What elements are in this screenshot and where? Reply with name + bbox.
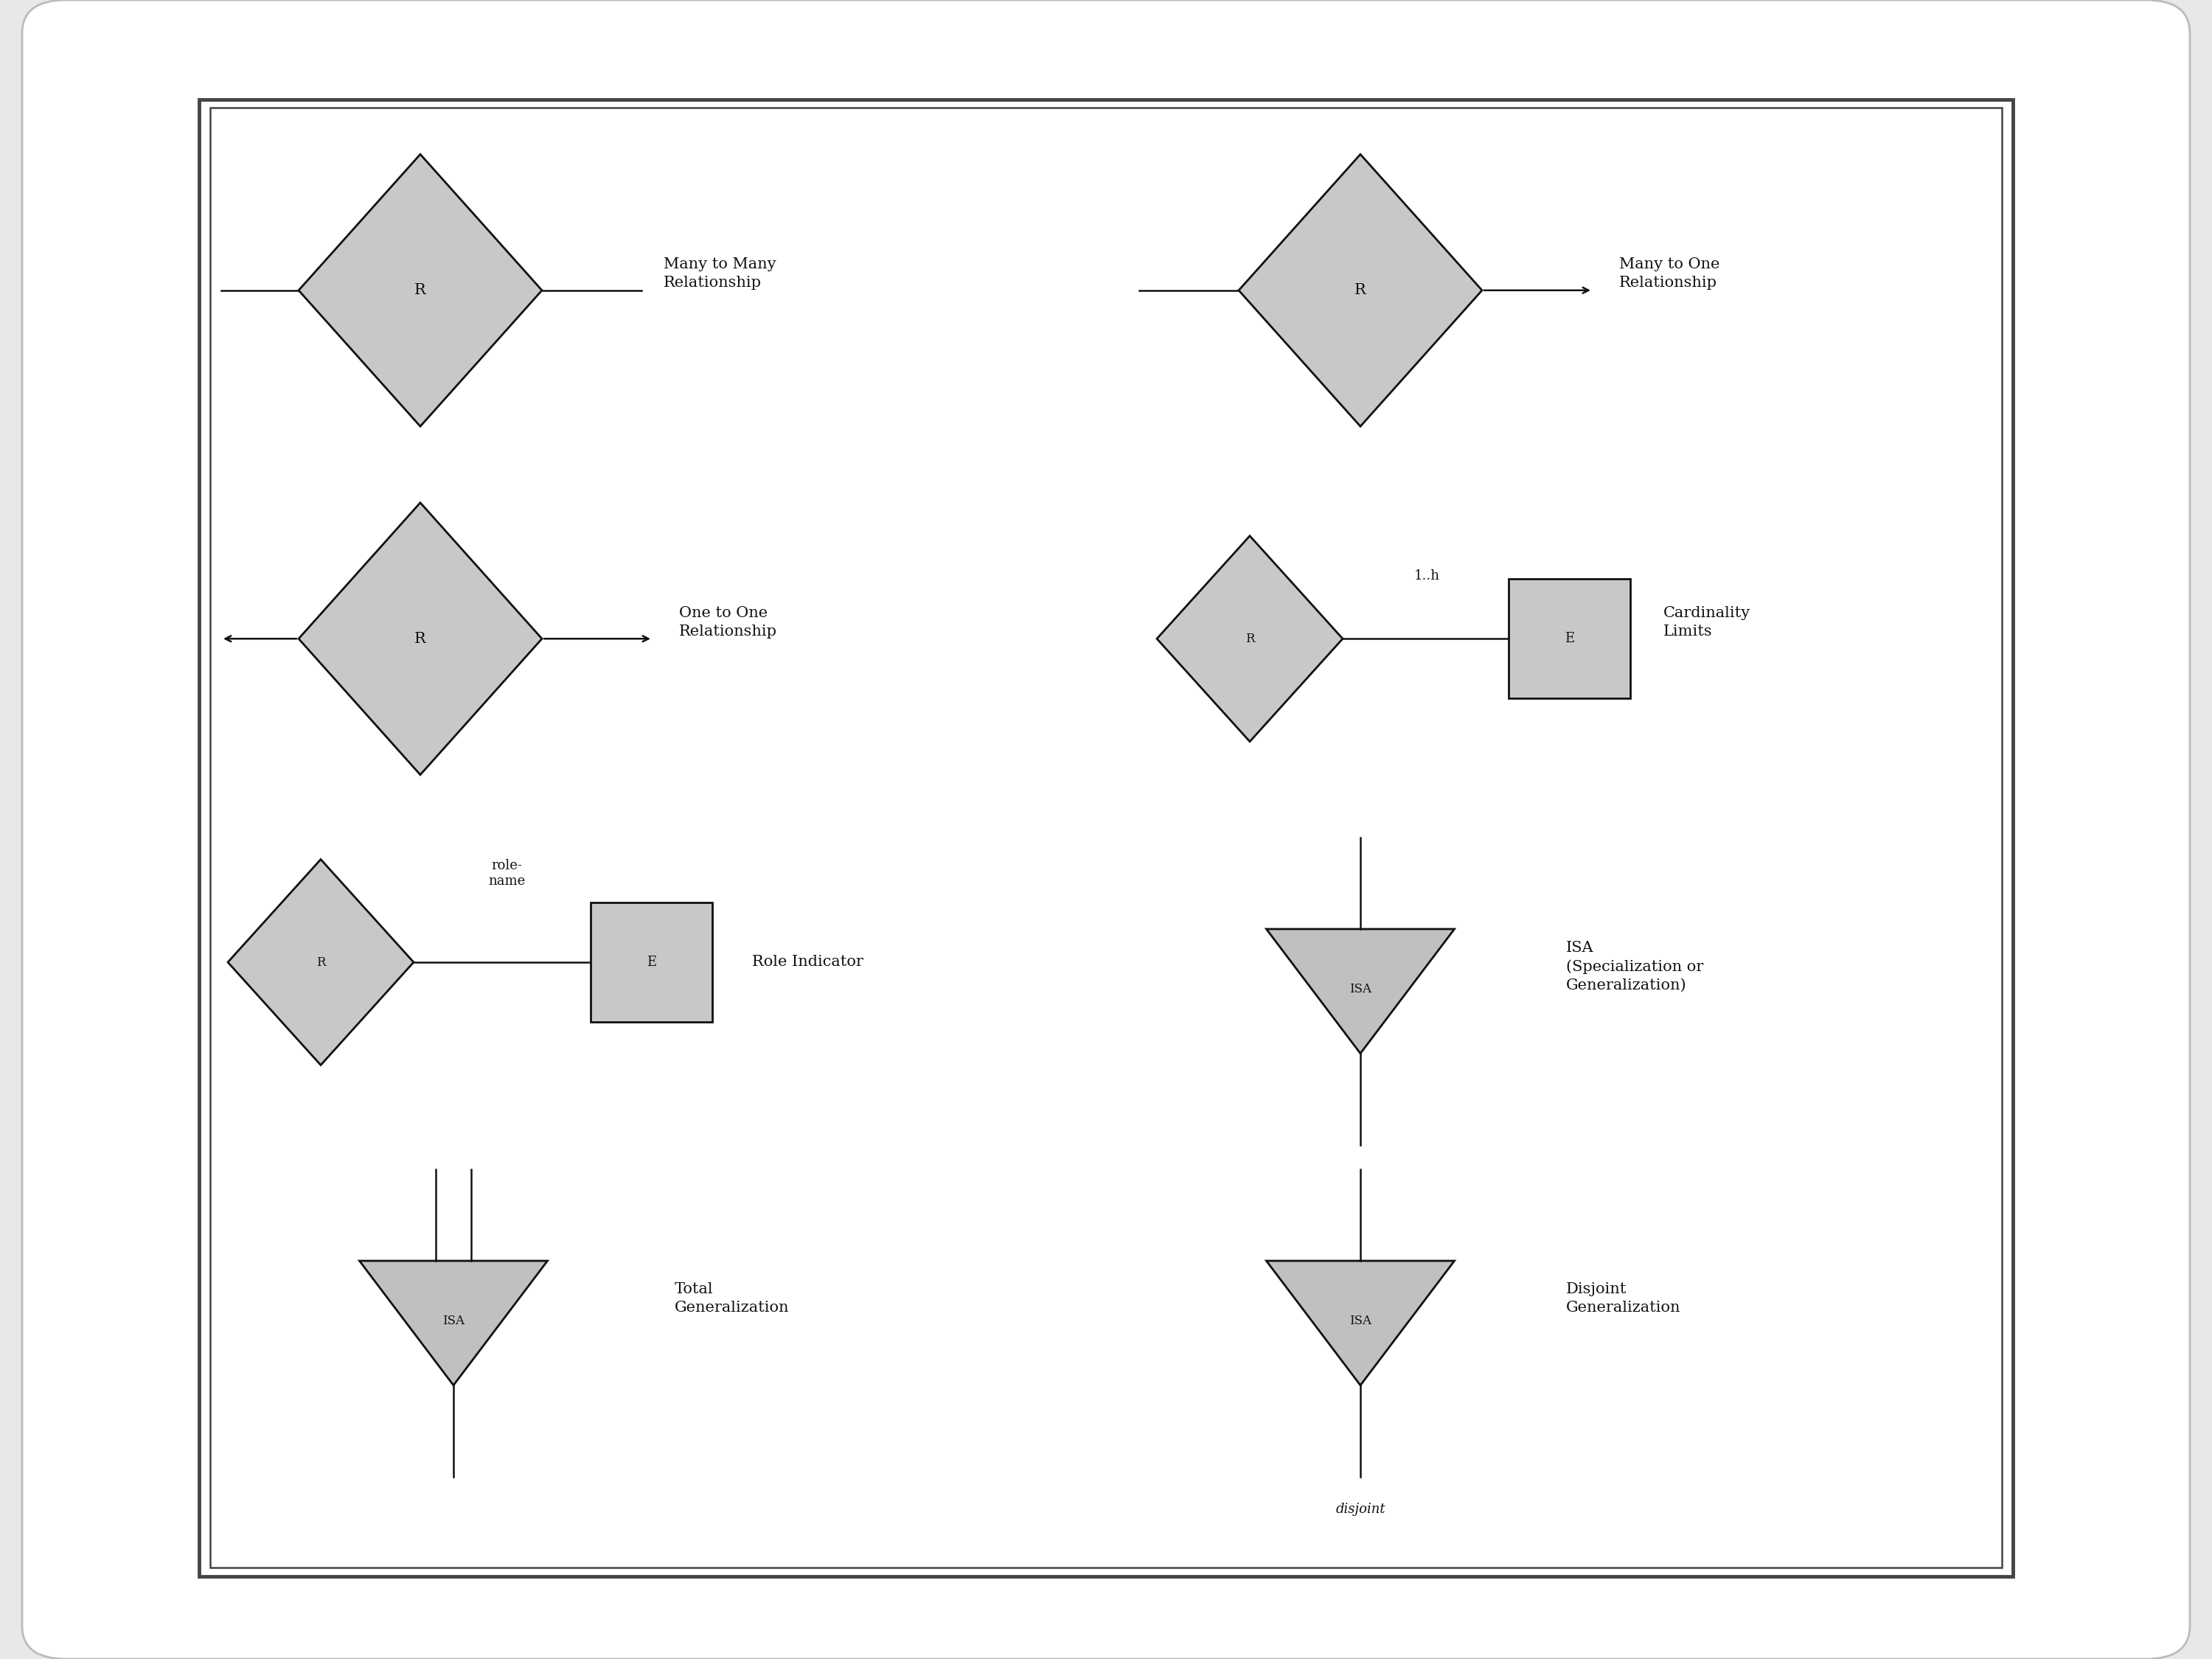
Text: disjoint: disjoint — [1336, 1503, 1385, 1516]
Text: Many to Many
Relationship: Many to Many Relationship — [664, 257, 776, 290]
FancyBboxPatch shape — [22, 0, 2190, 1659]
Text: ISA
(Specialization or
Generalization): ISA (Specialization or Generalization) — [1566, 941, 1703, 992]
Text: role-
name: role- name — [489, 859, 524, 888]
Text: R: R — [414, 284, 427, 297]
Text: ISA: ISA — [1349, 982, 1371, 995]
Text: Cardinality
Limits: Cardinality Limits — [1663, 606, 1750, 639]
Polygon shape — [1157, 536, 1343, 742]
Text: One to One
Relationship: One to One Relationship — [679, 606, 776, 639]
Text: R: R — [316, 956, 325, 969]
Polygon shape — [228, 859, 414, 1065]
Polygon shape — [299, 503, 542, 775]
Text: R: R — [1354, 284, 1367, 297]
Polygon shape — [1239, 154, 1482, 426]
Bar — [210, 108, 2002, 1568]
Bar — [199, 100, 2013, 1576]
Text: E: E — [1564, 632, 1575, 645]
Polygon shape — [358, 1261, 549, 1385]
Text: 1..h: 1..h — [1413, 569, 1440, 582]
Polygon shape — [1265, 929, 1455, 1053]
Text: R: R — [414, 632, 427, 645]
Bar — [1509, 579, 1630, 698]
Text: Many to One
Relationship: Many to One Relationship — [1619, 257, 1719, 290]
Text: Disjoint
Generalization: Disjoint Generalization — [1566, 1282, 1681, 1314]
Bar — [591, 902, 712, 1022]
Text: ISA: ISA — [1349, 1314, 1371, 1327]
Text: Total
Generalization: Total Generalization — [675, 1282, 790, 1314]
Text: Role Indicator: Role Indicator — [752, 956, 863, 969]
Text: E: E — [646, 956, 657, 969]
Text: ISA: ISA — [442, 1314, 465, 1327]
Polygon shape — [1265, 1261, 1455, 1385]
Text: R: R — [1245, 632, 1254, 645]
Polygon shape — [299, 154, 542, 426]
